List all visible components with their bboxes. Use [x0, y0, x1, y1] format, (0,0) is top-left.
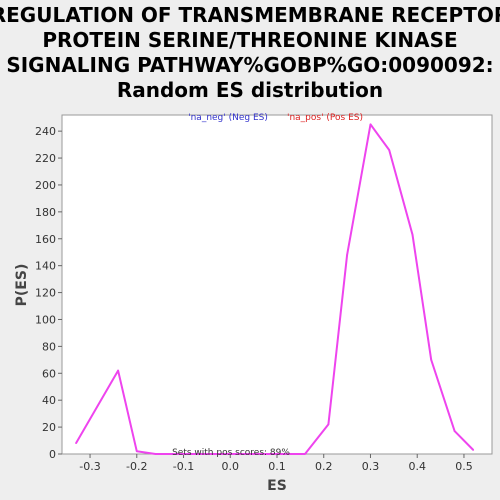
annotation-pos-scores: Sets with pos scores: 89% — [172, 448, 290, 458]
y-tick-label: 160 — [35, 233, 56, 246]
y-tick-label: 80 — [42, 340, 56, 353]
data-point — [430, 359, 433, 361]
data-point — [346, 254, 348, 256]
chart-title-line: SIGNALING PATHWAY%GOBP%GO:0090092: — [6, 53, 493, 77]
x-axis-label: ES — [267, 478, 287, 494]
y-tick-label: 100 — [35, 313, 56, 326]
y-tick-label: 220 — [35, 152, 56, 165]
y-tick-label: 140 — [35, 260, 56, 273]
y-axis-ticks: 0 20 40 60 80 100 120 140 160 180 200 220 240 — [35, 125, 62, 461]
data-point — [257, 453, 260, 455]
legend: 'na_neg' (Neg ES) 'na_pos' (Pos ES) — [188, 113, 363, 123]
data-point — [238, 453, 241, 455]
x-tick-label: 0.2 — [315, 460, 333, 473]
y-tick-label: 120 — [35, 287, 56, 300]
chart-title-line: PROTEIN SERINE/THREONINE KINASE — [42, 28, 457, 52]
x-tick-label: 0.1 — [268, 460, 286, 473]
data-point — [154, 453, 157, 455]
legend-entry-pos: 'na_pos' (Pos ES) — [287, 113, 363, 123]
y-tick-label: 40 — [42, 394, 56, 407]
chart-title-line: Random ES distribution — [117, 78, 383, 102]
x-tick-label: 0.4 — [408, 460, 426, 473]
x-tick-label: 0.3 — [362, 460, 380, 473]
x-tick-label: -0.3 — [79, 460, 100, 473]
data-point — [388, 149, 391, 151]
y-tick-label: 60 — [42, 367, 56, 380]
data-point — [75, 442, 77, 445]
y-tick-label: 180 — [35, 206, 56, 219]
x-tick-label: 0.5 — [455, 460, 473, 473]
data-point — [196, 453, 199, 455]
chart-title: REGULATION OF TRANSMEMBRANE RECEPTORPROT… — [0, 3, 500, 102]
x-tick-label: -0.1 — [173, 460, 194, 473]
data-point — [472, 449, 475, 451]
y-tick-label: 20 — [42, 421, 56, 434]
data-point — [117, 369, 119, 372]
data-point — [178, 453, 180, 455]
legend-entry-neg: 'na_neg' (Neg ES) — [188, 113, 268, 123]
chart-title-line: REGULATION OF TRANSMEMBRANE RECEPTOR — [0, 3, 500, 27]
data-point — [215, 453, 217, 455]
x-tick-label: 0.0 — [222, 460, 240, 473]
data-point — [327, 423, 330, 426]
y-tick-label: 200 — [35, 179, 56, 192]
data-point — [136, 450, 138, 453]
y-tick-label: 0 — [49, 448, 56, 461]
data-point — [453, 430, 456, 432]
y-tick-label: 240 — [35, 125, 56, 138]
data-point — [304, 453, 306, 455]
data-point — [280, 453, 283, 455]
y-axis-label: P(ES) — [14, 264, 30, 307]
x-tick-label: -0.2 — [126, 460, 147, 473]
data-point — [411, 233, 414, 236]
x-axis-ticks: -0.3 -0.2 -0.1 0.0 0.1 0.2 0.3 0.4 0.5 — [79, 454, 473, 473]
series-layer — [75, 123, 475, 455]
data-point — [369, 123, 372, 126]
